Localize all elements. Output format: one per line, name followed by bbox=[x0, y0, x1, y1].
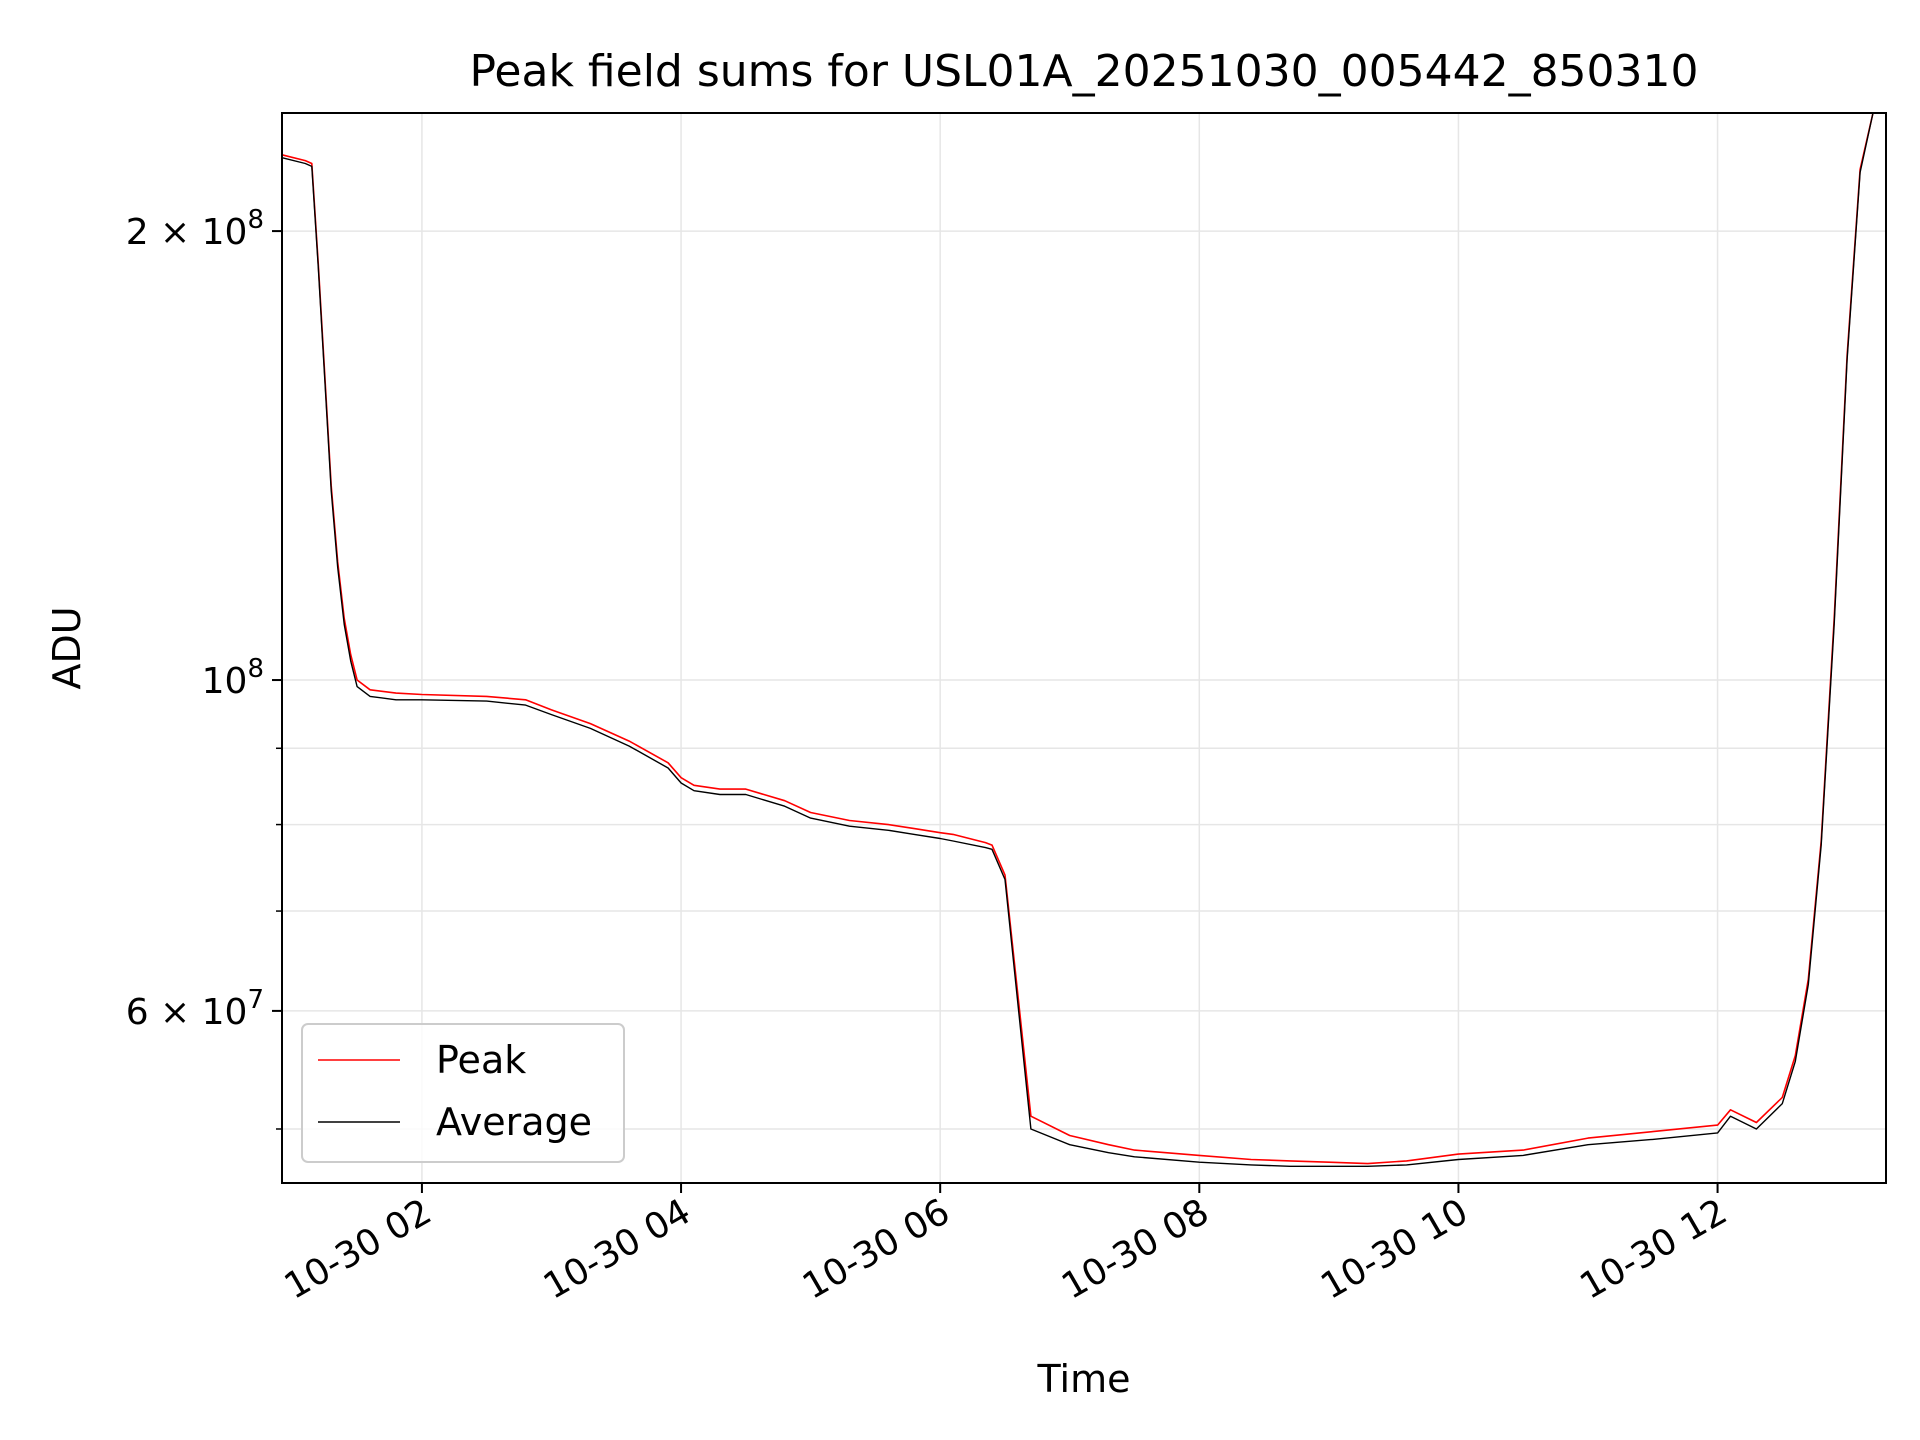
y-axis-title: ADU bbox=[45, 606, 89, 689]
y-tick-label: 2 × 108 bbox=[126, 205, 264, 253]
y-tick-label: 6 × 107 bbox=[126, 985, 264, 1033]
legend-peak-label: Peak bbox=[436, 1038, 526, 1082]
plot-frame bbox=[281, 112, 1887, 1184]
y-tick-label: 108 bbox=[202, 654, 264, 702]
series-layer bbox=[281, 112, 1886, 1168]
legend-box bbox=[301, 1023, 625, 1163]
series-line-average bbox=[281, 112, 1886, 1168]
chart-title: Peak field sums for USL01A_20251030_0054… bbox=[469, 46, 1698, 97]
x-axis-title: Time bbox=[1037, 1357, 1131, 1401]
series-line-peak bbox=[281, 112, 1886, 1165]
legend-average-label: Average bbox=[436, 1100, 592, 1144]
grid bbox=[282, 113, 1886, 1183]
legend: Peak Average bbox=[301, 1023, 625, 1163]
y-axis: 2 × 108 108 6 × 107 bbox=[126, 205, 282, 1130]
